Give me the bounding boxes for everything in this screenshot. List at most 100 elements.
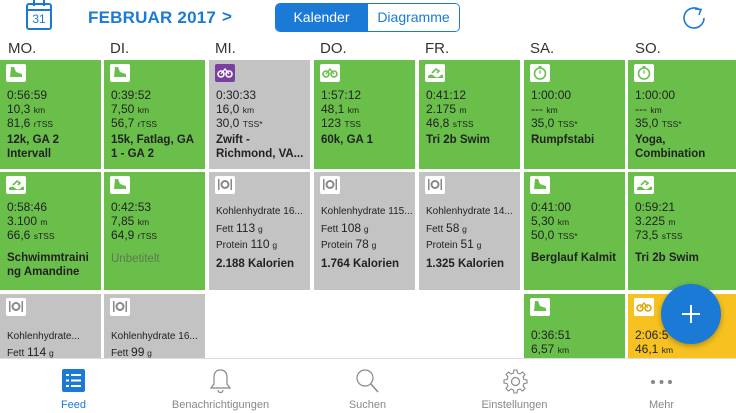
running-shoe-icon	[110, 64, 130, 82]
running-shoe-icon	[530, 176, 550, 194]
calendar-icon[interactable]: 31	[26, 0, 52, 30]
workout-time: 0:36:51	[531, 328, 572, 342]
fat-label: Fett	[7, 348, 25, 358]
nutrition-cell[interactable]: Kohlenhydrate 14... Fett 58 g Protein 51 g…	[419, 172, 520, 290]
segment-diagramme[interactable]: Diagramme	[367, 4, 459, 31]
list-icon	[62, 369, 85, 392]
calories-text: 1.764 Kalorien	[321, 258, 399, 270]
weekday-sa: SA.	[530, 40, 555, 57]
add-button[interactable]	[661, 284, 721, 344]
workout-distance: 7,85	[111, 214, 135, 228]
workout-time: 0:41:00	[531, 200, 572, 214]
workout-cell[interactable]: 0:41:12 2.175 m 46,8 sTSS Tri 2b Swim	[419, 60, 520, 169]
nutrition-cell[interactable]: Kohlenhydrate 16... Fett 99 g	[104, 294, 205, 358]
workout-cell[interactable]: 0:30:33 16,0 km 30,0 TSS* Zwift - Richmond, …	[209, 60, 310, 169]
workout-cell[interactable]: 0:36:51 6,57 km	[524, 294, 625, 358]
workout-score-line: 81,6 rTSS	[7, 116, 54, 130]
tab-search[interactable]: Suchen	[294, 359, 441, 413]
search-icon	[356, 369, 379, 393]
gear-icon	[503, 369, 528, 394]
calories-text: 1.325 Kalorien	[426, 258, 504, 270]
plate-icon	[110, 298, 130, 316]
calories-text: 2.188 Kalorien	[216, 258, 294, 270]
workout-title-line2: Intervall	[7, 148, 52, 160]
workout-distance: 5,30	[531, 214, 555, 228]
workout-time: 0:58:46	[7, 200, 48, 214]
workout-cell[interactable]: 1:57:12 48,1 km 123 TSS 60k, GA 1	[314, 60, 415, 169]
stopwatch-icon	[634, 64, 654, 82]
workout-title: 15k, Fatlag, GA	[111, 134, 195, 146]
workout-cell[interactable]: 0:56:59 10,3 km 81,6 rTSS 12k, GA 2 Interval…	[0, 60, 101, 169]
workout-distance: 3.100	[7, 214, 38, 228]
workout-time: 0:39:52	[111, 88, 152, 102]
view-segmented-control: Kalender Diagramme	[275, 3, 460, 32]
workout-cell[interactable]: 0:42:53 7,85 km 64,9 rTSS Unbetitelt	[104, 172, 205, 290]
plate-icon	[6, 298, 26, 316]
fat-value: 108	[341, 221, 362, 235]
workout-title: Unbetitelt	[111, 253, 160, 265]
workout-score: 56,7	[111, 116, 135, 130]
workout-distance: ---	[531, 102, 543, 116]
segment-kalender[interactable]: Kalender	[276, 4, 367, 31]
workout-score: 81,6	[7, 116, 31, 130]
nutrition-cell[interactable]: Kohlenhydrate... Fett 114 g	[0, 294, 101, 358]
weekday-header: MO. DI. MI. DO. FR. SA. SO.	[0, 38, 736, 60]
workout-distance-line: 16,0 km	[216, 102, 255, 116]
swim-icon	[634, 176, 654, 194]
fat-value: 114	[27, 345, 47, 358]
workout-score-line: 35,0 TSS*	[531, 116, 578, 130]
workout-distance-line: 10,3 km	[7, 102, 46, 116]
refresh-icon[interactable]	[680, 4, 708, 32]
workout-cell[interactable]: 1:00:00 --- km 35,0 TSS* Yoga, Combination	[628, 60, 736, 169]
nutrition-cell[interactable]: Kohlenhydrate 115... Fett 108 g Protein 78…	[314, 172, 415, 290]
workout-score: 30,0	[216, 116, 240, 130]
workout-time: 0:41:12	[426, 88, 467, 102]
tab-settings[interactable]: Einstellungen	[441, 359, 588, 413]
workout-distance-line: 3.100 m	[7, 214, 48, 228]
month-chevron-icon[interactable]: >	[222, 7, 232, 26]
workout-score: 46,8	[426, 116, 450, 130]
workout-title: 60k, GA 1	[321, 134, 373, 146]
weekday-di: DI.	[110, 40, 130, 57]
protein-value: 51	[460, 237, 474, 251]
workout-cell[interactable]: 0:41:00 5,30 km 50,0 TSS* Berglauf Kalmit	[524, 172, 625, 290]
workout-cell[interactable]: 0:39:52 7,50 km 56,7 rTSS 15k, Fatlag, GA 1 …	[104, 60, 205, 169]
workout-distance: 3.225	[635, 214, 666, 228]
bike-icon	[320, 64, 340, 82]
workout-time: 0:30:33	[216, 88, 257, 102]
tab-more-label: Mehr	[648, 399, 675, 411]
fat-label: Fett	[111, 348, 129, 358]
workout-distance: 6,57	[531, 342, 555, 356]
workout-cell[interactable]: 1:00:00 --- km 35,0 TSS* Rumpfstabi	[524, 60, 625, 169]
workout-title: Schwimmtraini	[7, 252, 89, 264]
tab-search-label: Suchen	[348, 399, 387, 411]
workout-title: Rumpfstabi	[531, 134, 595, 146]
carbs-text: Kohlenhydrate 16...	[111, 331, 198, 342]
tab-notifications-label: Benachrichtigungen	[171, 399, 270, 411]
workout-score: 35,0	[531, 116, 555, 130]
top-bar: 31 FEBRUAR 2017 > Kalender Diagramme	[0, 0, 736, 38]
workout-distance: 46,1	[635, 342, 659, 356]
tab-more[interactable]: Mehr	[588, 359, 735, 413]
workout-distance: 7,50	[111, 102, 135, 116]
tab-notifications[interactable]: Benachrichtigungen	[147, 359, 294, 413]
month-title[interactable]: FEBRUAR 2017	[88, 8, 217, 27]
nutrition-cell[interactable]: Kohlenhydrate 16... Fett 113 g Protein 110…	[209, 172, 310, 290]
workout-distance: 16,0	[216, 102, 240, 116]
workout-distance-line: --- km	[635, 102, 662, 116]
bottom-tab-bar: Feed Benachrichtigungen Suchen Einstellu…	[0, 358, 736, 413]
protein-label: Protein	[216, 240, 248, 251]
tab-feed[interactable]: Feed	[0, 359, 147, 413]
workout-cell[interactable]: 0:59:21 3.225 m 73,5 sTSS Tri 2b Swim	[628, 172, 736, 290]
workout-time: 1:00:00	[531, 88, 572, 102]
fat-value: 58	[446, 221, 460, 235]
weekday-mi: MI.	[215, 40, 236, 57]
workout-title: Tri 2b Swim	[635, 252, 699, 264]
workout-distance-line: 7,50 km	[111, 102, 150, 116]
workout-cell[interactable]: 0:58:46 3.100 m 66,6 sTSS Schwimmtraini ng A…	[0, 172, 101, 290]
weekday-do: DO.	[320, 40, 347, 57]
workout-title-line2: Combination	[635, 148, 706, 160]
carbs-text: Kohlenhydrate 115...	[321, 206, 413, 217]
workout-score: 66,6	[7, 228, 31, 242]
swim-icon	[6, 176, 26, 194]
